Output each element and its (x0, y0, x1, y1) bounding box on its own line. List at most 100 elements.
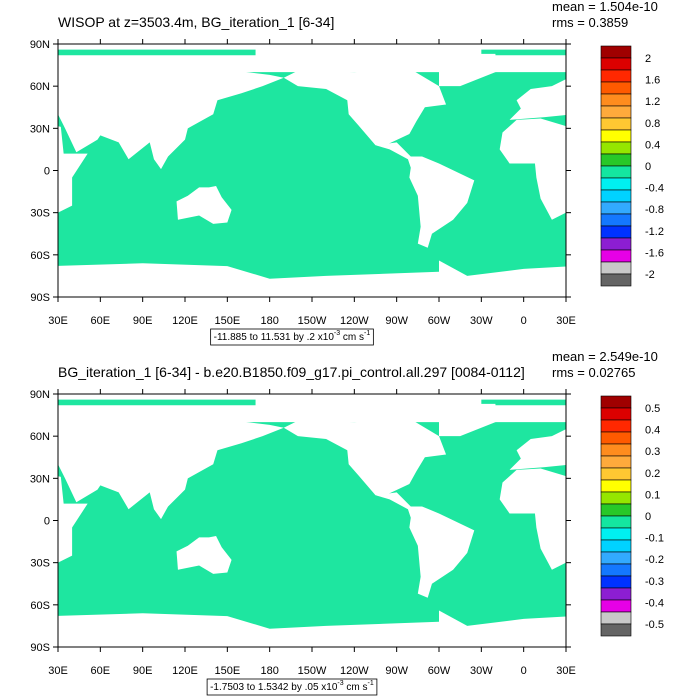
colorbar-box (600, 503, 632, 517)
lon-label: 0 (521, 665, 527, 677)
colorbar-box (600, 273, 632, 287)
info-text: cm s (340, 332, 364, 343)
colorbar-box (600, 527, 632, 541)
lat-label: 90N (30, 39, 50, 51)
lon-label: 90W (385, 665, 408, 677)
colorbar-box (600, 467, 632, 481)
colorbar-box (600, 563, 632, 577)
colorbar-box (600, 213, 632, 227)
lon-label: 30E (556, 315, 576, 327)
lat-label: 60S (30, 600, 50, 612)
colorbar-label: 0 (645, 161, 651, 173)
colorbar-box (600, 455, 632, 469)
colorbar-label: 2 (645, 53, 651, 65)
colorbar-box (600, 165, 632, 179)
lat-label: 30S (30, 558, 50, 570)
info-box: -1.7503 to 1.5342 by .05 x10-3 cm s-1 (206, 678, 378, 696)
colorbar-box (600, 395, 632, 409)
colorbar-label: -0.3 (645, 576, 664, 588)
colorbar-label: 1.6 (645, 75, 660, 87)
range-info: -1.7503 to 1.5342 by .05 x10-3 cm s-1 (210, 680, 374, 693)
lat-label: 30S (30, 208, 50, 220)
lon-label: 60W (428, 665, 451, 677)
colorbar-box (600, 623, 632, 637)
colorbar-box (600, 479, 632, 493)
lon-label: 60E (91, 665, 111, 677)
lon-label: 30E (48, 665, 68, 677)
lon-label: 150E (214, 315, 240, 327)
colorbar-label: 0.1 (645, 489, 660, 501)
colorbar-label: 1.2 (645, 96, 660, 108)
lon-label: 120E (172, 665, 198, 677)
lat-label: 60N (30, 431, 50, 443)
lon-label: 90E (133, 315, 153, 327)
info-frame (210, 328, 374, 346)
colorbar-box (600, 237, 632, 251)
info-superscript: -3 (337, 680, 343, 687)
lat-label: 30N (30, 473, 50, 485)
info-superscript: -3 (334, 330, 340, 337)
lon-label: 150E (214, 665, 240, 677)
colorbar-label: -1.2 (645, 226, 664, 238)
rms-stat: rms = 0.02765 (552, 365, 635, 380)
lat-label: 60S (30, 250, 50, 262)
lat-label: 0 (44, 166, 50, 178)
lon-label: 180 (260, 665, 278, 677)
lon-label: 0 (521, 315, 527, 327)
lat-label: 90S (30, 292, 50, 304)
colorbar-box (600, 419, 632, 433)
colorbar-label: 0 (645, 511, 651, 523)
colorbar-label: 0.3 (645, 446, 660, 458)
colorbar-box (600, 431, 632, 445)
colorbar-box (600, 551, 632, 565)
info-frame (206, 678, 378, 696)
colorbar-box (600, 587, 632, 601)
colorbar-box (600, 599, 632, 613)
colorbar-label: 0.2 (645, 468, 660, 480)
lon-label: 30W (470, 665, 493, 677)
colorbar-box (600, 177, 632, 191)
lon-label: 60W (428, 315, 451, 327)
colorbar-label: 0.4 (645, 425, 660, 437)
colorbar-box (600, 141, 632, 155)
colorbar-box (600, 45, 632, 59)
lon-label: 150W (298, 315, 327, 327)
colorbar-box (600, 515, 632, 529)
mean-stat: mean = 2.549e-10 (552, 349, 658, 364)
colorbar-box (600, 491, 632, 505)
colorbar-label: -0.2 (645, 554, 664, 566)
colorbar-label: 0.8 (645, 118, 660, 130)
colorbar-box (600, 189, 632, 203)
colorbar-box (600, 443, 632, 457)
colorbar-box (600, 225, 632, 239)
colorbar-label: -0.4 (645, 183, 664, 195)
map-panel: WISOP at z=3503.4m, BG_iteration_1 [6-34… (30, 0, 664, 346)
lat-label: 60N (30, 81, 50, 93)
lon-label: 30W (470, 315, 493, 327)
lon-label: 30E (556, 665, 576, 677)
lon-label: 90E (133, 665, 153, 677)
info-superscript: -1 (368, 680, 374, 687)
colorbar-label: -2 (645, 269, 655, 281)
lon-label: 150W (298, 665, 327, 677)
colorbar-box (600, 129, 632, 143)
info-superscript: -1 (364, 330, 370, 337)
rms-stat: rms = 0.3859 (552, 15, 628, 30)
panel-title: BG_iteration_1 [6-34] - b.e20.B1850.f09_… (58, 364, 525, 380)
range-info: -11.885 to 11.531 by .2 x10-3 cm s-1 (214, 330, 371, 343)
lat-label: 90S (30, 642, 50, 654)
lon-label: 60E (91, 315, 111, 327)
colorbar-box (600, 117, 632, 131)
lon-label: 120W (340, 315, 369, 327)
info-text: cm s (344, 682, 368, 693)
colorbar-label: -0.8 (645, 204, 664, 216)
info-text: -11.885 to 11.531 by .2 x10 (214, 332, 335, 343)
panel-title: WISOP at z=3503.4m, BG_iteration_1 [6-34… (58, 14, 334, 30)
colorbar-box (600, 611, 632, 625)
colorbar-box (600, 539, 632, 553)
lat-label: 30N (30, 123, 50, 135)
map-field (58, 394, 566, 647)
panels: WISOP at z=3503.4m, BG_iteration_1 [6-34… (30, 0, 664, 696)
colorbar-box (600, 153, 632, 167)
